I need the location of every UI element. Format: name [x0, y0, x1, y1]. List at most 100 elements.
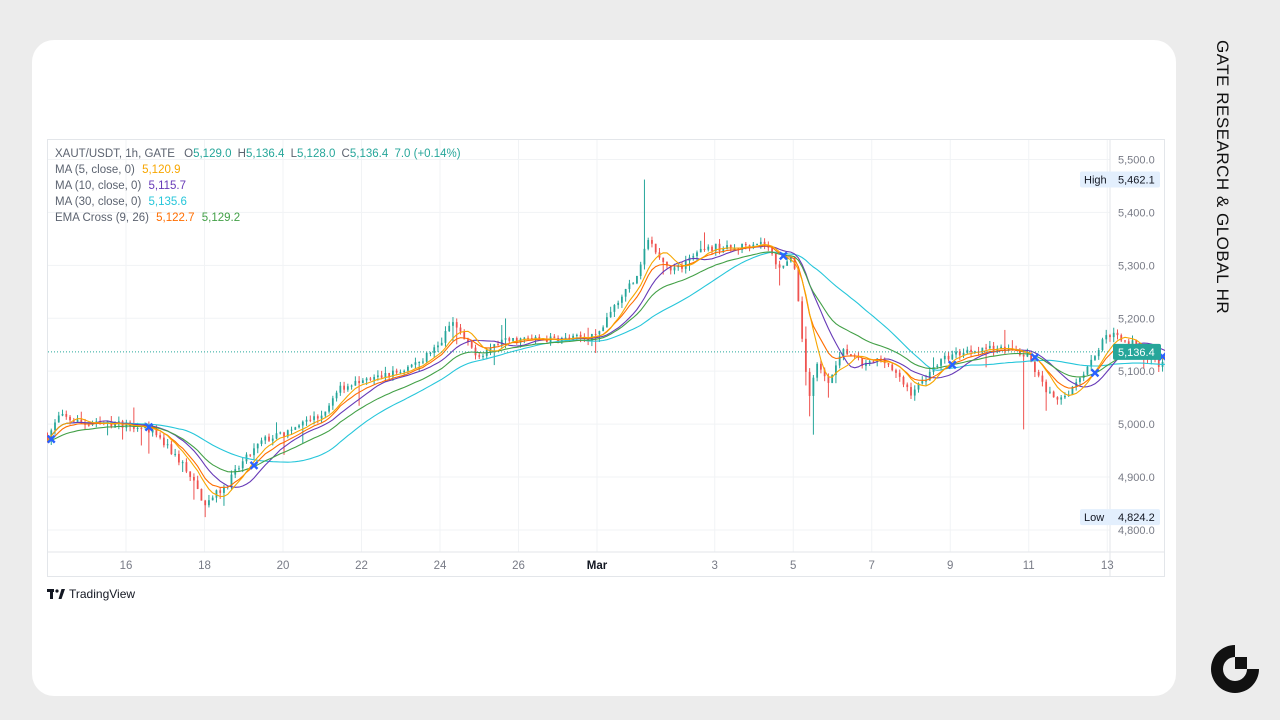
- candle-body: [418, 361, 421, 363]
- candle-body: [666, 262, 668, 266]
- candle-body: [868, 361, 871, 363]
- candle-body: [350, 385, 353, 387]
- candle-body: [846, 349, 849, 355]
- candle-body: [166, 444, 169, 446]
- candle-body: [249, 454, 252, 456]
- x-tick-label: 13: [1101, 560, 1114, 572]
- ema-slow-line: [47, 251, 1165, 473]
- grid-lines: [48, 140, 1110, 552]
- candle-body: [714, 243, 717, 251]
- candle-body: [639, 264, 642, 276]
- candle-body: [647, 240, 650, 249]
- candle-body: [1049, 391, 1051, 393]
- candle-body: [575, 334, 578, 336]
- candle-body: [260, 440, 263, 444]
- x-tick-label: Mar: [587, 560, 608, 572]
- y-tick-label: 5,400.0: [1118, 207, 1155, 219]
- candle-body: [185, 462, 188, 472]
- candle-body: [425, 352, 428, 362]
- high-tag-label: High: [1084, 175, 1107, 187]
- candle-body: [947, 355, 950, 360]
- candle-body: [339, 385, 342, 393]
- candle-body: [1101, 339, 1104, 351]
- ma30-row: MA (30, close, 0) 5,135.6: [55, 194, 461, 210]
- candle-body: [1124, 340, 1126, 342]
- candle-body: [162, 437, 165, 446]
- candle-body: [1109, 335, 1111, 338]
- candle-body: [275, 433, 278, 439]
- candle-body: [512, 338, 514, 341]
- candle-body: [211, 497, 214, 501]
- candle-body: [1157, 359, 1160, 367]
- candle-body: [943, 355, 946, 360]
- candle-body: [373, 377, 376, 380]
- candle-body: [654, 243, 657, 253]
- candle-body: [996, 348, 999, 352]
- candle-body: [493, 344, 496, 348]
- candle-body: [782, 265, 785, 268]
- candle-body: [346, 386, 349, 390]
- high-tag: High 5,462.1: [1080, 171, 1160, 188]
- x-tick-label: 22: [355, 560, 368, 572]
- x-tick-label: 5: [790, 560, 796, 572]
- candle-body: [238, 468, 240, 470]
- candle-body: [621, 296, 623, 303]
- candle-body: [662, 257, 665, 263]
- candle-body: [752, 244, 755, 247]
- candle-body: [1026, 353, 1029, 357]
- candle-body: [354, 380, 357, 386]
- candle-body: [305, 419, 308, 422]
- candle-body: [290, 429, 293, 431]
- candle-body: [65, 413, 68, 417]
- candle-body: [759, 241, 762, 244]
- candle-body: [489, 347, 492, 350]
- candle-body: [365, 378, 368, 381]
- candle-body: [335, 392, 338, 399]
- y-tick-label: 4,800.0: [1118, 525, 1155, 537]
- side-title: GATE RESEARCH & GLOBAL HR: [1212, 40, 1232, 340]
- candle-body: [343, 385, 345, 390]
- candle-body: [256, 443, 259, 449]
- candle-body: [823, 369, 826, 377]
- candle-body: [215, 490, 218, 498]
- candle-body: [797, 268, 800, 302]
- candle-body: [1030, 353, 1033, 362]
- symbol-label: XAUT/USDT, 1h, GATE: [55, 148, 175, 160]
- candle-body: [801, 301, 804, 339]
- candle-body: [1045, 381, 1048, 393]
- candle-body: [1094, 356, 1096, 360]
- candle-body: [651, 240, 653, 244]
- candle-body: [951, 354, 954, 360]
- candle-body: [711, 246, 713, 251]
- candle-body: [1064, 395, 1066, 398]
- y-tick-label: 5,200.0: [1118, 313, 1155, 325]
- candle-body: [369, 378, 372, 380]
- candle-body: [1041, 375, 1044, 382]
- candle-body: [756, 243, 758, 245]
- candle-body: [985, 347, 987, 349]
- ema-row: EMA Cross (9, 26) 5,122.7 5,129.2: [55, 210, 461, 226]
- candlestick-chart[interactable]: 5,500.0 5,400.0 5,300.0 5,200.0 5,100.0 5,000…: [47, 139, 1165, 577]
- candle-body: [298, 425, 300, 428]
- candle-body: [902, 376, 905, 385]
- candle-body: [1060, 397, 1063, 400]
- side-title-text: GATE RESEARCH & GLOBAL HR: [1213, 40, 1232, 315]
- candle-body: [448, 325, 451, 332]
- candle-body: [313, 416, 315, 420]
- candle-body: [865, 362, 867, 366]
- candle-body: [136, 427, 139, 429]
- candle-body: [579, 334, 582, 338]
- candle-body: [316, 416, 319, 419]
- candle-body: [696, 252, 698, 257]
- tradingview-logo[interactable]: TradingView: [47, 587, 135, 601]
- candle-body: [609, 311, 612, 318]
- candle-body: [324, 411, 327, 416]
- candle-body: [643, 248, 646, 265]
- candle-body: [940, 359, 942, 366]
- candle-body: [61, 413, 64, 416]
- y-tick-label: 5,100.0: [1118, 366, 1155, 378]
- candle-body: [474, 347, 477, 356]
- candle-body: [850, 354, 852, 356]
- candle-body: [560, 338, 563, 343]
- candle-body: [718, 243, 721, 251]
